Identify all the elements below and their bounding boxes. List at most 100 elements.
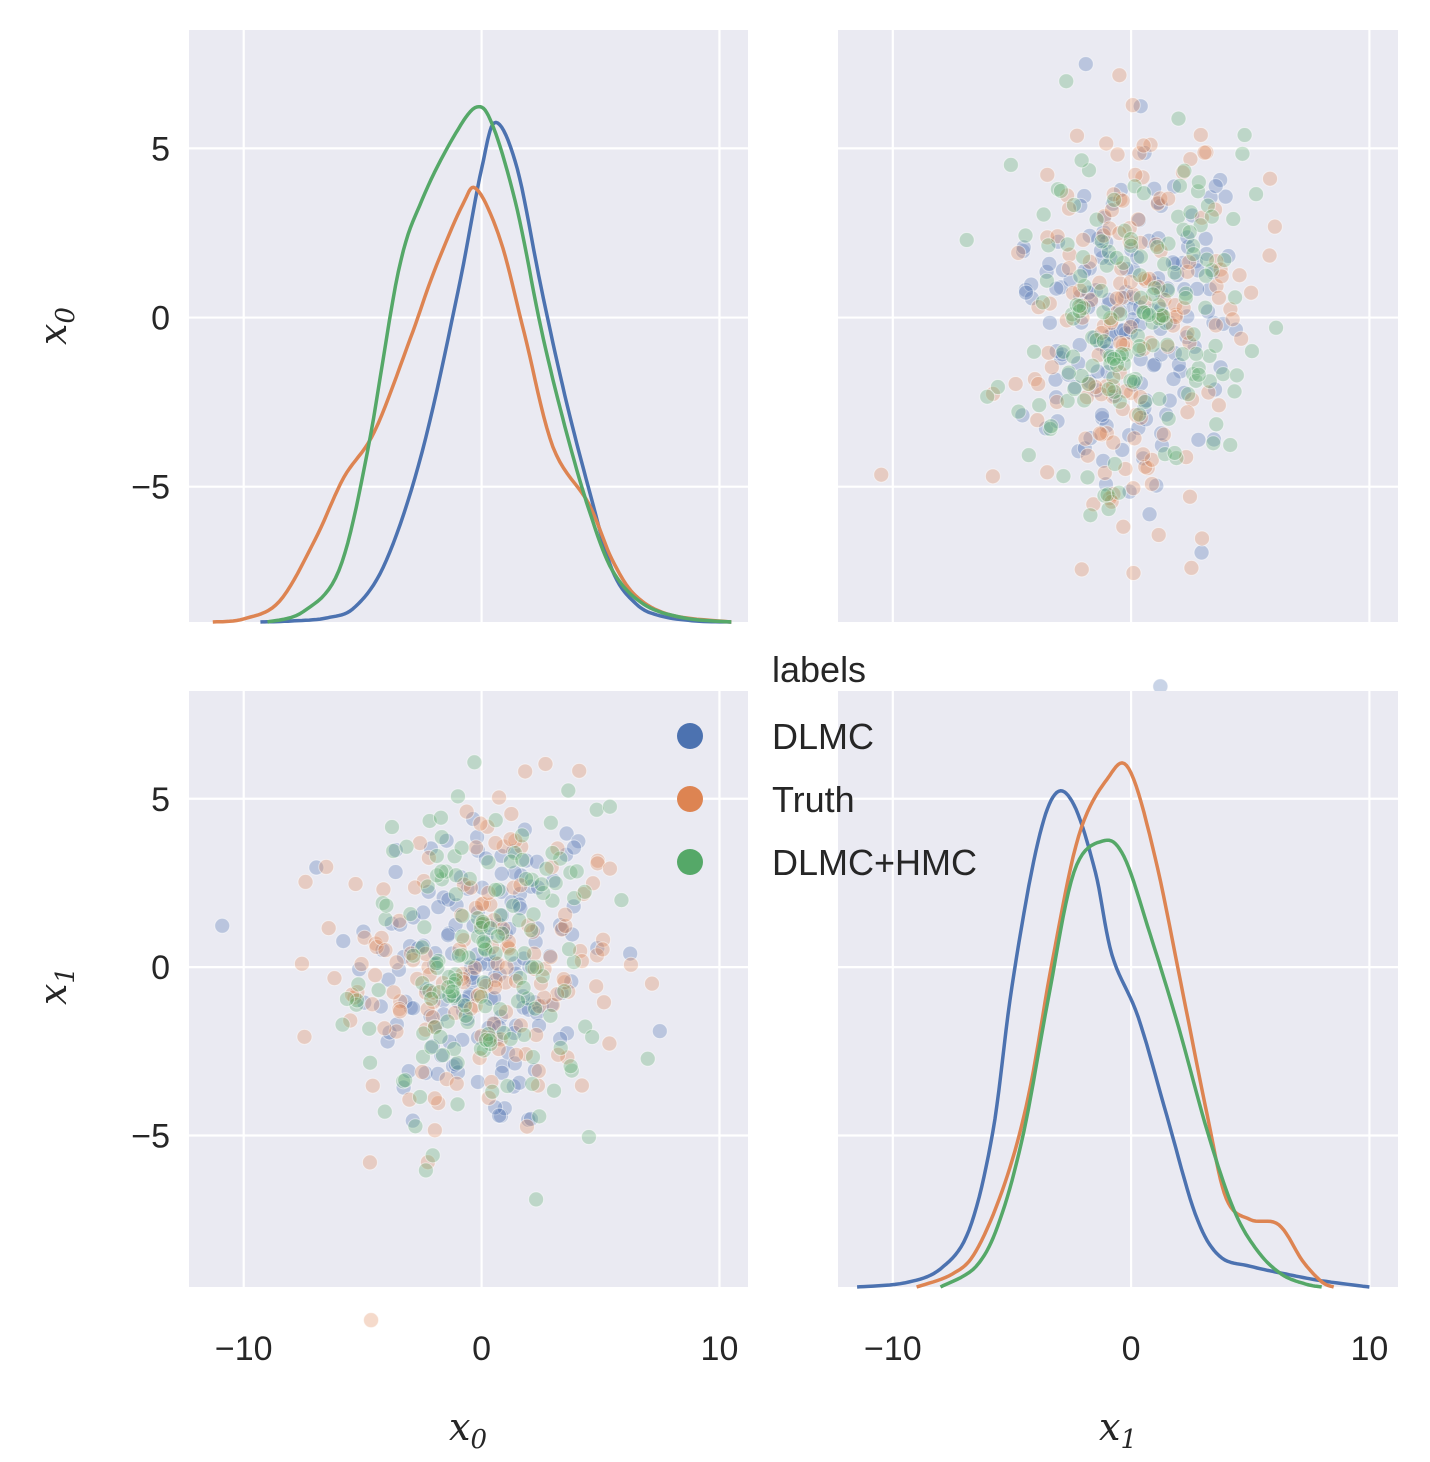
scatter-point xyxy=(1020,447,1037,464)
scatter-point xyxy=(1181,254,1198,271)
panel-scatter-x0-vs-x1 xyxy=(189,691,748,1329)
scatter-point xyxy=(1059,392,1076,409)
scatter-point xyxy=(433,863,450,880)
x-axis-label-x1: x1 xyxy=(1099,1405,1137,1455)
scatter-point xyxy=(361,1020,378,1037)
scatter-point xyxy=(1132,248,1149,265)
scatter-point xyxy=(1010,403,1027,420)
scatter-point xyxy=(542,1007,559,1024)
scatter-point xyxy=(510,993,527,1010)
scatter-point xyxy=(338,990,355,1007)
scatter-point xyxy=(1058,73,1075,90)
scatter-point xyxy=(1130,211,1147,228)
scatter-point xyxy=(1059,236,1076,253)
scatter-point xyxy=(613,892,630,909)
scatter-point xyxy=(1066,381,1083,398)
scatter-point xyxy=(508,1046,525,1063)
scatter-point xyxy=(1080,375,1097,392)
scatter-point xyxy=(432,1029,449,1046)
panel-kde-x0 xyxy=(189,30,748,624)
scatter-point xyxy=(1210,397,1227,414)
scatter-point xyxy=(428,847,445,864)
scatter-point xyxy=(573,953,590,970)
scatter-point xyxy=(556,983,573,1000)
scatter-point xyxy=(515,950,532,967)
scatter-point xyxy=(989,379,1006,396)
scatter-point xyxy=(562,864,579,881)
scatter-point xyxy=(376,1020,393,1037)
scatter-point xyxy=(527,933,544,950)
scatter-point xyxy=(546,1082,563,1099)
y-tick-label: −5 xyxy=(131,469,170,507)
scatter-point xyxy=(1093,282,1110,299)
scatter-point xyxy=(1018,284,1035,301)
scatter-point xyxy=(1029,412,1046,429)
scatter-point xyxy=(1071,303,1088,320)
scatter-point xyxy=(1002,156,1019,173)
scatter-point xyxy=(438,863,455,880)
scatter-point xyxy=(1095,304,1112,321)
scatter-point xyxy=(447,886,464,903)
scatter-point xyxy=(448,1075,465,1092)
scatter-point xyxy=(481,1032,498,1049)
scatter-point xyxy=(318,858,335,875)
scatter-point xyxy=(516,1026,533,1043)
scatter-point xyxy=(428,955,445,972)
scatter-point xyxy=(524,959,541,976)
scatter-point xyxy=(1131,341,1148,358)
scatter-point xyxy=(531,1108,548,1125)
scatter-point xyxy=(1141,270,1158,287)
scatter-point xyxy=(1030,299,1047,316)
scatter-point xyxy=(584,875,601,892)
scatter-point xyxy=(503,805,520,822)
scatter-point xyxy=(1072,268,1089,285)
scatter-point xyxy=(1203,208,1220,225)
scatter-point xyxy=(297,873,314,890)
scatter-point xyxy=(1156,256,1173,273)
scatter-point xyxy=(1185,326,1202,343)
scatter-point xyxy=(512,1017,529,1034)
scatter-point xyxy=(363,1312,380,1329)
scatter-point xyxy=(1231,267,1248,284)
scatter-point xyxy=(1058,312,1075,329)
scatter-point xyxy=(398,838,415,855)
scatter-point xyxy=(1141,306,1158,323)
scatter-point xyxy=(1131,145,1148,162)
scatter-point xyxy=(1025,343,1042,360)
kde-curve-dlmc xyxy=(260,120,732,624)
scatter-point xyxy=(1127,166,1144,183)
scatter-point xyxy=(651,1023,668,1040)
scatter-point xyxy=(388,954,405,971)
x-tick-label: −10 xyxy=(215,1330,273,1368)
scatter-point xyxy=(458,803,475,820)
scatter-point xyxy=(1248,186,1265,203)
scatter-point xyxy=(1109,146,1126,163)
scatter-point xyxy=(440,927,457,944)
kde-curve-truth xyxy=(212,185,732,624)
scatter-point xyxy=(552,1030,569,1047)
scatter-point xyxy=(552,850,569,867)
scatter-point xyxy=(1261,247,1278,264)
scatter-point xyxy=(524,1049,541,1066)
scatter-point xyxy=(1040,237,1057,254)
scatter-point xyxy=(531,1017,548,1034)
scatter-point xyxy=(1190,431,1207,448)
scatter-point xyxy=(367,967,384,984)
scatter-point xyxy=(414,1064,431,1081)
scatter-point xyxy=(503,946,520,963)
scatter-point xyxy=(468,839,485,856)
scatter-point xyxy=(1212,261,1229,278)
scatter-point xyxy=(958,232,975,249)
scatter-point xyxy=(552,1039,569,1056)
scatter-point xyxy=(414,939,431,956)
panel-background xyxy=(189,691,748,1287)
scatter-point xyxy=(397,1072,414,1089)
scatter-point xyxy=(377,911,394,928)
scatter-point xyxy=(1226,383,1243,400)
scatter-point xyxy=(362,1054,379,1071)
scatter-point xyxy=(1151,390,1168,407)
scatter-point xyxy=(643,975,660,992)
scatter-point xyxy=(1073,367,1090,384)
scatter-point xyxy=(475,974,492,991)
scatter-point xyxy=(580,1128,597,1145)
